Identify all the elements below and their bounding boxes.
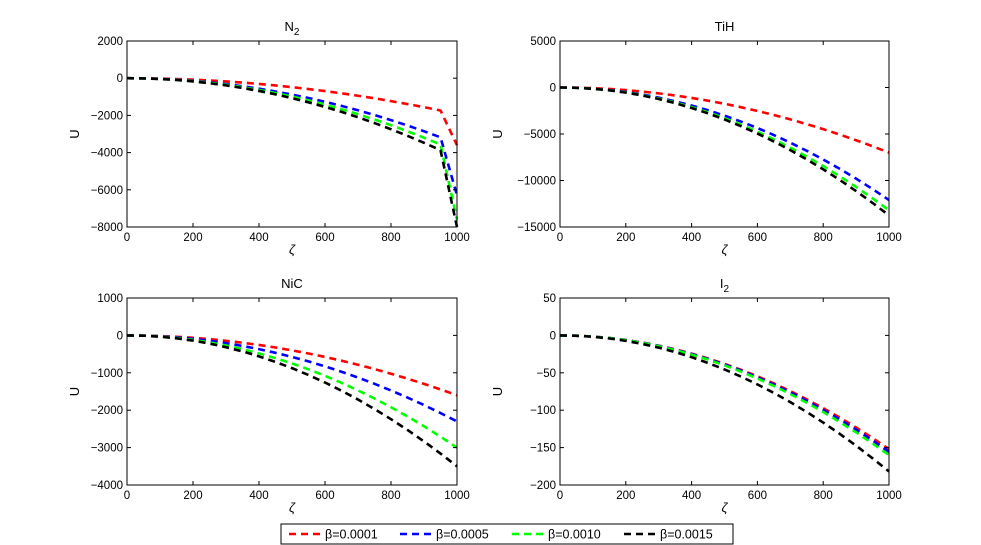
y-tick-label: −6000	[91, 185, 123, 197]
x-tick-label: 800	[814, 232, 833, 244]
x-tick-label: 400	[682, 490, 701, 502]
y-tick-label: −8000	[91, 222, 123, 234]
x-axis-label: ζ	[289, 500, 296, 515]
x-tick-label: 200	[616, 490, 635, 502]
x-tick-label: 800	[381, 490, 400, 502]
y-tick-label: −4000	[91, 148, 123, 160]
x-axis-label: ζ	[721, 500, 728, 515]
x-tick-label: 0	[124, 232, 130, 244]
x-tick-label: 400	[682, 232, 701, 244]
y-axis-label: U	[67, 129, 82, 138]
series-line-1-2	[126, 76, 459, 196]
x-tick-label: 600	[748, 490, 767, 502]
series-line-4-3	[559, 334, 890, 457]
y-tick-label: 0	[117, 330, 123, 342]
y-tick-label: −4000	[91, 480, 123, 492]
panel-title-main: I	[720, 276, 724, 291]
y-tick-label: 50	[543, 293, 556, 305]
x-tick-label: 0	[557, 490, 563, 502]
series-line-4-4	[559, 334, 890, 473]
y-tick-label: −2000	[91, 110, 123, 122]
x-tick-label: 600	[315, 490, 334, 502]
panel-title-main: N	[285, 19, 294, 34]
x-tick-label: 200	[183, 490, 202, 502]
x-tick-label: 1000	[876, 490, 902, 502]
x-tick-label: 600	[315, 232, 334, 244]
plot-frame	[126, 297, 458, 486]
x-tick-label: 200	[616, 232, 635, 244]
x-tick-label: 1000	[444, 232, 470, 244]
x-tick-label: 400	[249, 232, 268, 244]
y-tick-label: −10000	[517, 176, 556, 188]
plot-frame	[126, 40, 458, 228]
plot-frame	[559, 297, 890, 486]
x-tick-label: 1000	[876, 232, 902, 244]
series-line-3-1	[126, 334, 458, 397]
x-axis-label: ζ	[721, 242, 728, 257]
series-line-4-1	[559, 334, 890, 451]
series-line-3-4	[126, 334, 458, 468]
y-tick-label: 0	[550, 330, 556, 342]
y-axis-label: U	[67, 387, 82, 396]
legend-label-1: β=0.0001	[325, 528, 378, 542]
y-tick-label: 1000	[97, 293, 123, 305]
legend: β=0.0001 β=0.0005 β=0.0010 β=0.0015	[280, 523, 734, 545]
panel-4: 0 200 400 600 800 1000 50 0 −50 −100 −150 −200 ζ U I2	[490, 276, 902, 515]
y-axis-label: U	[490, 129, 505, 138]
panel-title-subscript: 2	[724, 284, 730, 295]
y-tick-label: −1000	[91, 368, 123, 380]
x-tick-label: 200	[183, 232, 202, 244]
y-tick-label: 5000	[530, 36, 556, 48]
panel-title: TiH	[715, 19, 735, 34]
panel-1: 0 200 400 600 800 1000 2000 0 −2000 −4000 −6000 −80…	[67, 19, 470, 257]
y-tick-label: −50	[536, 368, 556, 380]
panel-title: NiC	[281, 276, 303, 291]
panel-title-subscript: 2	[294, 27, 300, 38]
y-tick-label: 0	[550, 83, 556, 95]
legend-label-3: β=0.0010	[548, 528, 601, 542]
panel-title: I2	[720, 276, 730, 295]
series-line-1-3	[126, 76, 459, 220]
y-axis-label: U	[490, 387, 505, 396]
y-tick-label: 0	[117, 73, 123, 85]
legend-label-2: β=0.0005	[436, 528, 489, 542]
plot-frame	[559, 40, 890, 228]
x-tick-label: 0	[557, 232, 563, 244]
x-tick-label: 1000	[444, 490, 470, 502]
series-line-2-3	[559, 86, 890, 212]
series-line-2-1	[559, 86, 890, 154]
x-tick-label: 0	[124, 490, 130, 502]
y-tick-label: −200	[530, 480, 556, 492]
x-axis-label: ζ	[289, 242, 296, 257]
y-tick-label: 2000	[97, 36, 123, 48]
y-tick-label: −15000	[517, 222, 556, 234]
y-tick-label: −3000	[91, 443, 123, 455]
series-line-3-2	[126, 334, 458, 423]
series-line-2-2	[559, 86, 890, 202]
series-line-1-1	[126, 76, 459, 146]
legend-box	[280, 523, 734, 545]
panel-title-main: NiC	[281, 276, 303, 291]
y-tick-label: −150	[530, 443, 556, 455]
y-tick-label: −2000	[91, 405, 123, 417]
x-tick-label: 400	[249, 490, 268, 502]
series-line-1-4	[126, 76, 459, 228]
y-tick-label: −5000	[524, 129, 556, 141]
x-tick-label: 600	[748, 232, 767, 244]
panel-title-main: TiH	[715, 19, 735, 34]
series-line-2-4	[559, 86, 890, 217]
panel-3: 0 200 400 600 800 1000 1000 0 −1000 −2000 −3000 −40…	[67, 276, 470, 515]
series-line-3-3	[126, 334, 458, 449]
y-tick-label: −100	[530, 405, 556, 417]
legend-label-4: β=0.0015	[660, 528, 713, 542]
x-tick-label: 800	[381, 232, 400, 244]
panel-2: 0 200 400 600 800 1000 5000 0 −5000 −10000 −15000 ζ…	[490, 19, 902, 257]
panel-title: N2	[285, 19, 300, 38]
x-tick-label: 800	[814, 490, 833, 502]
